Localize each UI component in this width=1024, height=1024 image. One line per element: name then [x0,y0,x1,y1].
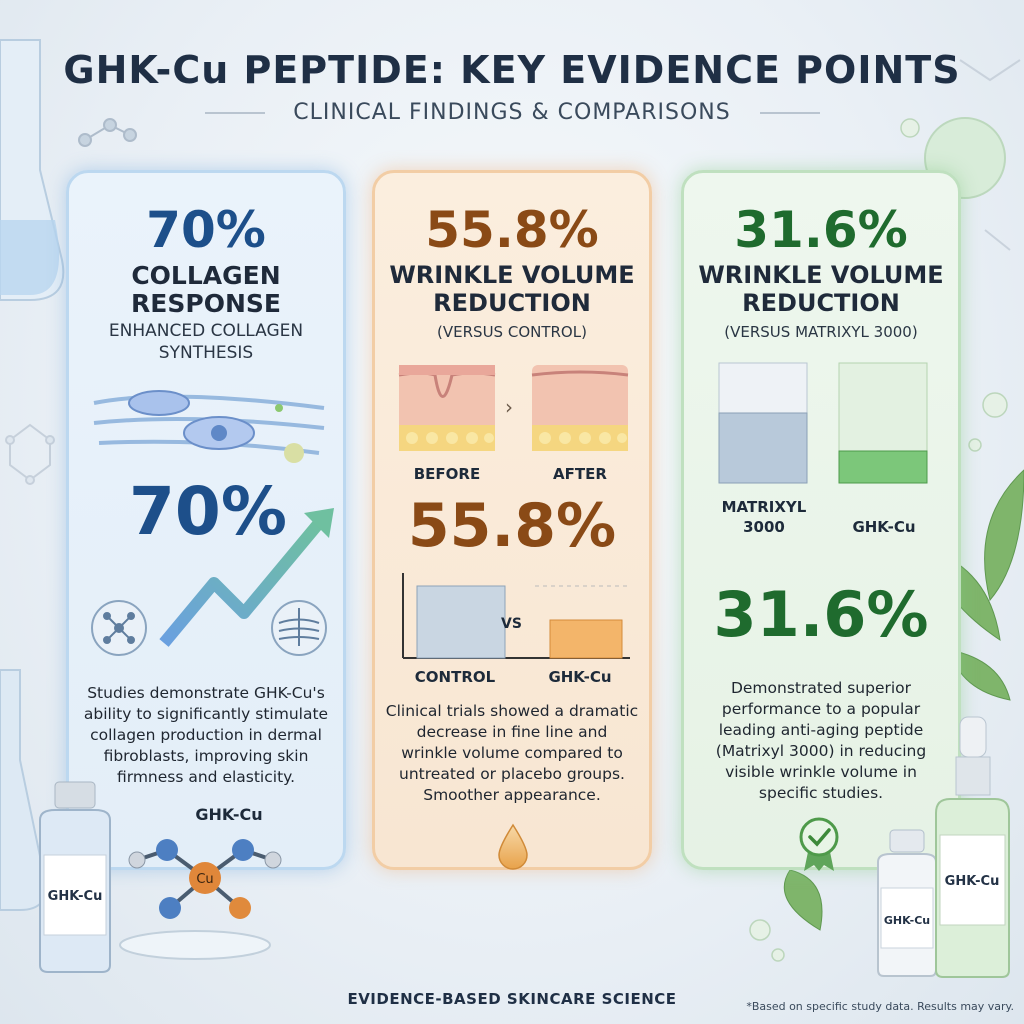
before-label: BEFORE [413,465,481,483]
ghk-cu-bar [549,619,623,659]
vs-label: VS [501,616,522,632]
control-bar [416,585,506,659]
serum-drop-icon [498,823,528,870]
footer-disclaimer: *Based on specific study data. Results m… [746,1000,1014,1013]
control-sub: (VERSUS CONTROL) [437,323,587,341]
control-stat: 55.8% [425,201,599,259]
matrixyl-label-line1: MATRIXYL [721,498,807,516]
control-bar-label: CONTROL [414,668,496,686]
matrixyl-body-line2: performance to a popular [721,700,921,718]
after-label: AFTER [553,465,607,483]
control-big-stat: 55.8% [407,491,617,561]
collagen-body-line3: collagen production in dermal [90,726,322,744]
right-small-bottle: GHK-Cu [877,829,937,977]
ghk-cu-green-bar [838,450,928,484]
collagen-stat: 70% [146,201,266,259]
collagen-body-line2: ability to significantly stimulate [83,705,329,723]
matrixyl-body-line6: specific studies. [758,784,884,802]
collagen-body-line5: firmness and elasticity. [116,768,296,786]
control-body-line2: decrease in fine line and [416,723,608,741]
subtitle-rule-right [760,112,820,114]
matrixyl-sub: (VERSUS MATRIXYL 3000) [724,323,918,341]
matrixyl-comparison-chart [718,362,928,484]
control-heading-line1: WRINKLE VOLUME [389,261,635,289]
matrixyl-body-line5: visible wrinkle volume in [725,763,917,781]
right-dropper-bottle: GHK-Cu [935,716,1010,978]
control-heading-line2: REDUCTION [433,289,591,317]
matrixyl-body-line3: leading anti-aging peptide [718,721,924,739]
skin-after-icon [531,365,629,451]
right-dropper-bottle-label: GHK-Cu [945,874,1000,889]
control-body-line1: Clinical trials showed a dramatic [385,702,639,720]
matrixyl-comparison-card: 31.6% WRINKLE VOLUME REDUCTION (VERSUS M… [681,170,961,871]
ghk-cu-green-label: GHK-Cu [852,518,916,536]
collagen-sub-line1: ENHANCED COLLAGEN [108,321,304,341]
subtitle-rule-left [205,112,265,114]
collagen-sub-line2: SYNTHESIS [158,343,254,363]
matrixyl-heading-line1: WRINKLE VOLUME [698,261,944,289]
molecule-network-icon [91,600,147,656]
chevron-right-icon: › [505,395,513,419]
skin-layer-icon [271,600,327,656]
page-title: GHK-Cu PEPTIDE: KEY EVIDENCE POINTS [63,48,961,92]
control-bar-chart [402,573,630,659]
matrixyl-stat: 31.6% [734,201,908,259]
page-subtitle: CLINICAL FINDINGS & COMPARISONS [293,100,731,125]
collagen-heading-line1: COLLAGEN [131,261,281,290]
footer-tagline: EVIDENCE-BASED SKINCARE SCIENCE [347,990,677,1008]
right-small-bottle-label: GHK-Cu [884,914,930,927]
left-bottle-label: GHK-Cu [48,889,103,904]
matrixyl-big-stat: 31.6% [713,578,929,651]
ghk-cu-bar-label: GHK-Cu [548,668,612,686]
molecule-label: GHK-Cu [195,805,263,824]
collagen-big-stat: 70% [129,473,287,550]
copper-atom-label: Cu [196,872,213,887]
award-badge-icon [799,817,839,871]
collagen-heading-line2: RESPONSE [131,289,281,318]
control-body-line4: untreated or placebo groups. [399,765,625,783]
matrixyl-heading-line2: REDUCTION [742,289,900,317]
matrixyl-label-line2: 3000 [743,518,785,536]
collagen-body-line4: fibroblasts, improving skin [103,747,309,765]
left-serum-bottle: GHK-Cu [39,781,111,973]
wrinkle-control-card: 55.8% WRINKLE VOLUME REDUCTION (VERSUS C… [372,170,652,870]
growth-arrow-icon [159,508,334,647]
matrixyl-bar [718,412,808,484]
collagen-card: 70% COLLAGEN RESPONSE ENHANCED COLLAGEN … [66,170,346,870]
control-body-line5: Smoother appearance. [423,786,601,804]
skin-before-icon [398,365,496,451]
collagen-body-line1: Studies demonstrate GHK-Cu's [87,684,325,702]
fibroblast-illustration [93,390,325,463]
matrixyl-body-line4: (Matrixyl 3000) in reducing [715,742,927,760]
ghk-cu-molecule-icon: Cu [128,839,282,919]
matrixyl-body-line1: Demonstrated superior [730,679,912,697]
control-body-line3: wrinkle volume compared to [401,744,623,762]
